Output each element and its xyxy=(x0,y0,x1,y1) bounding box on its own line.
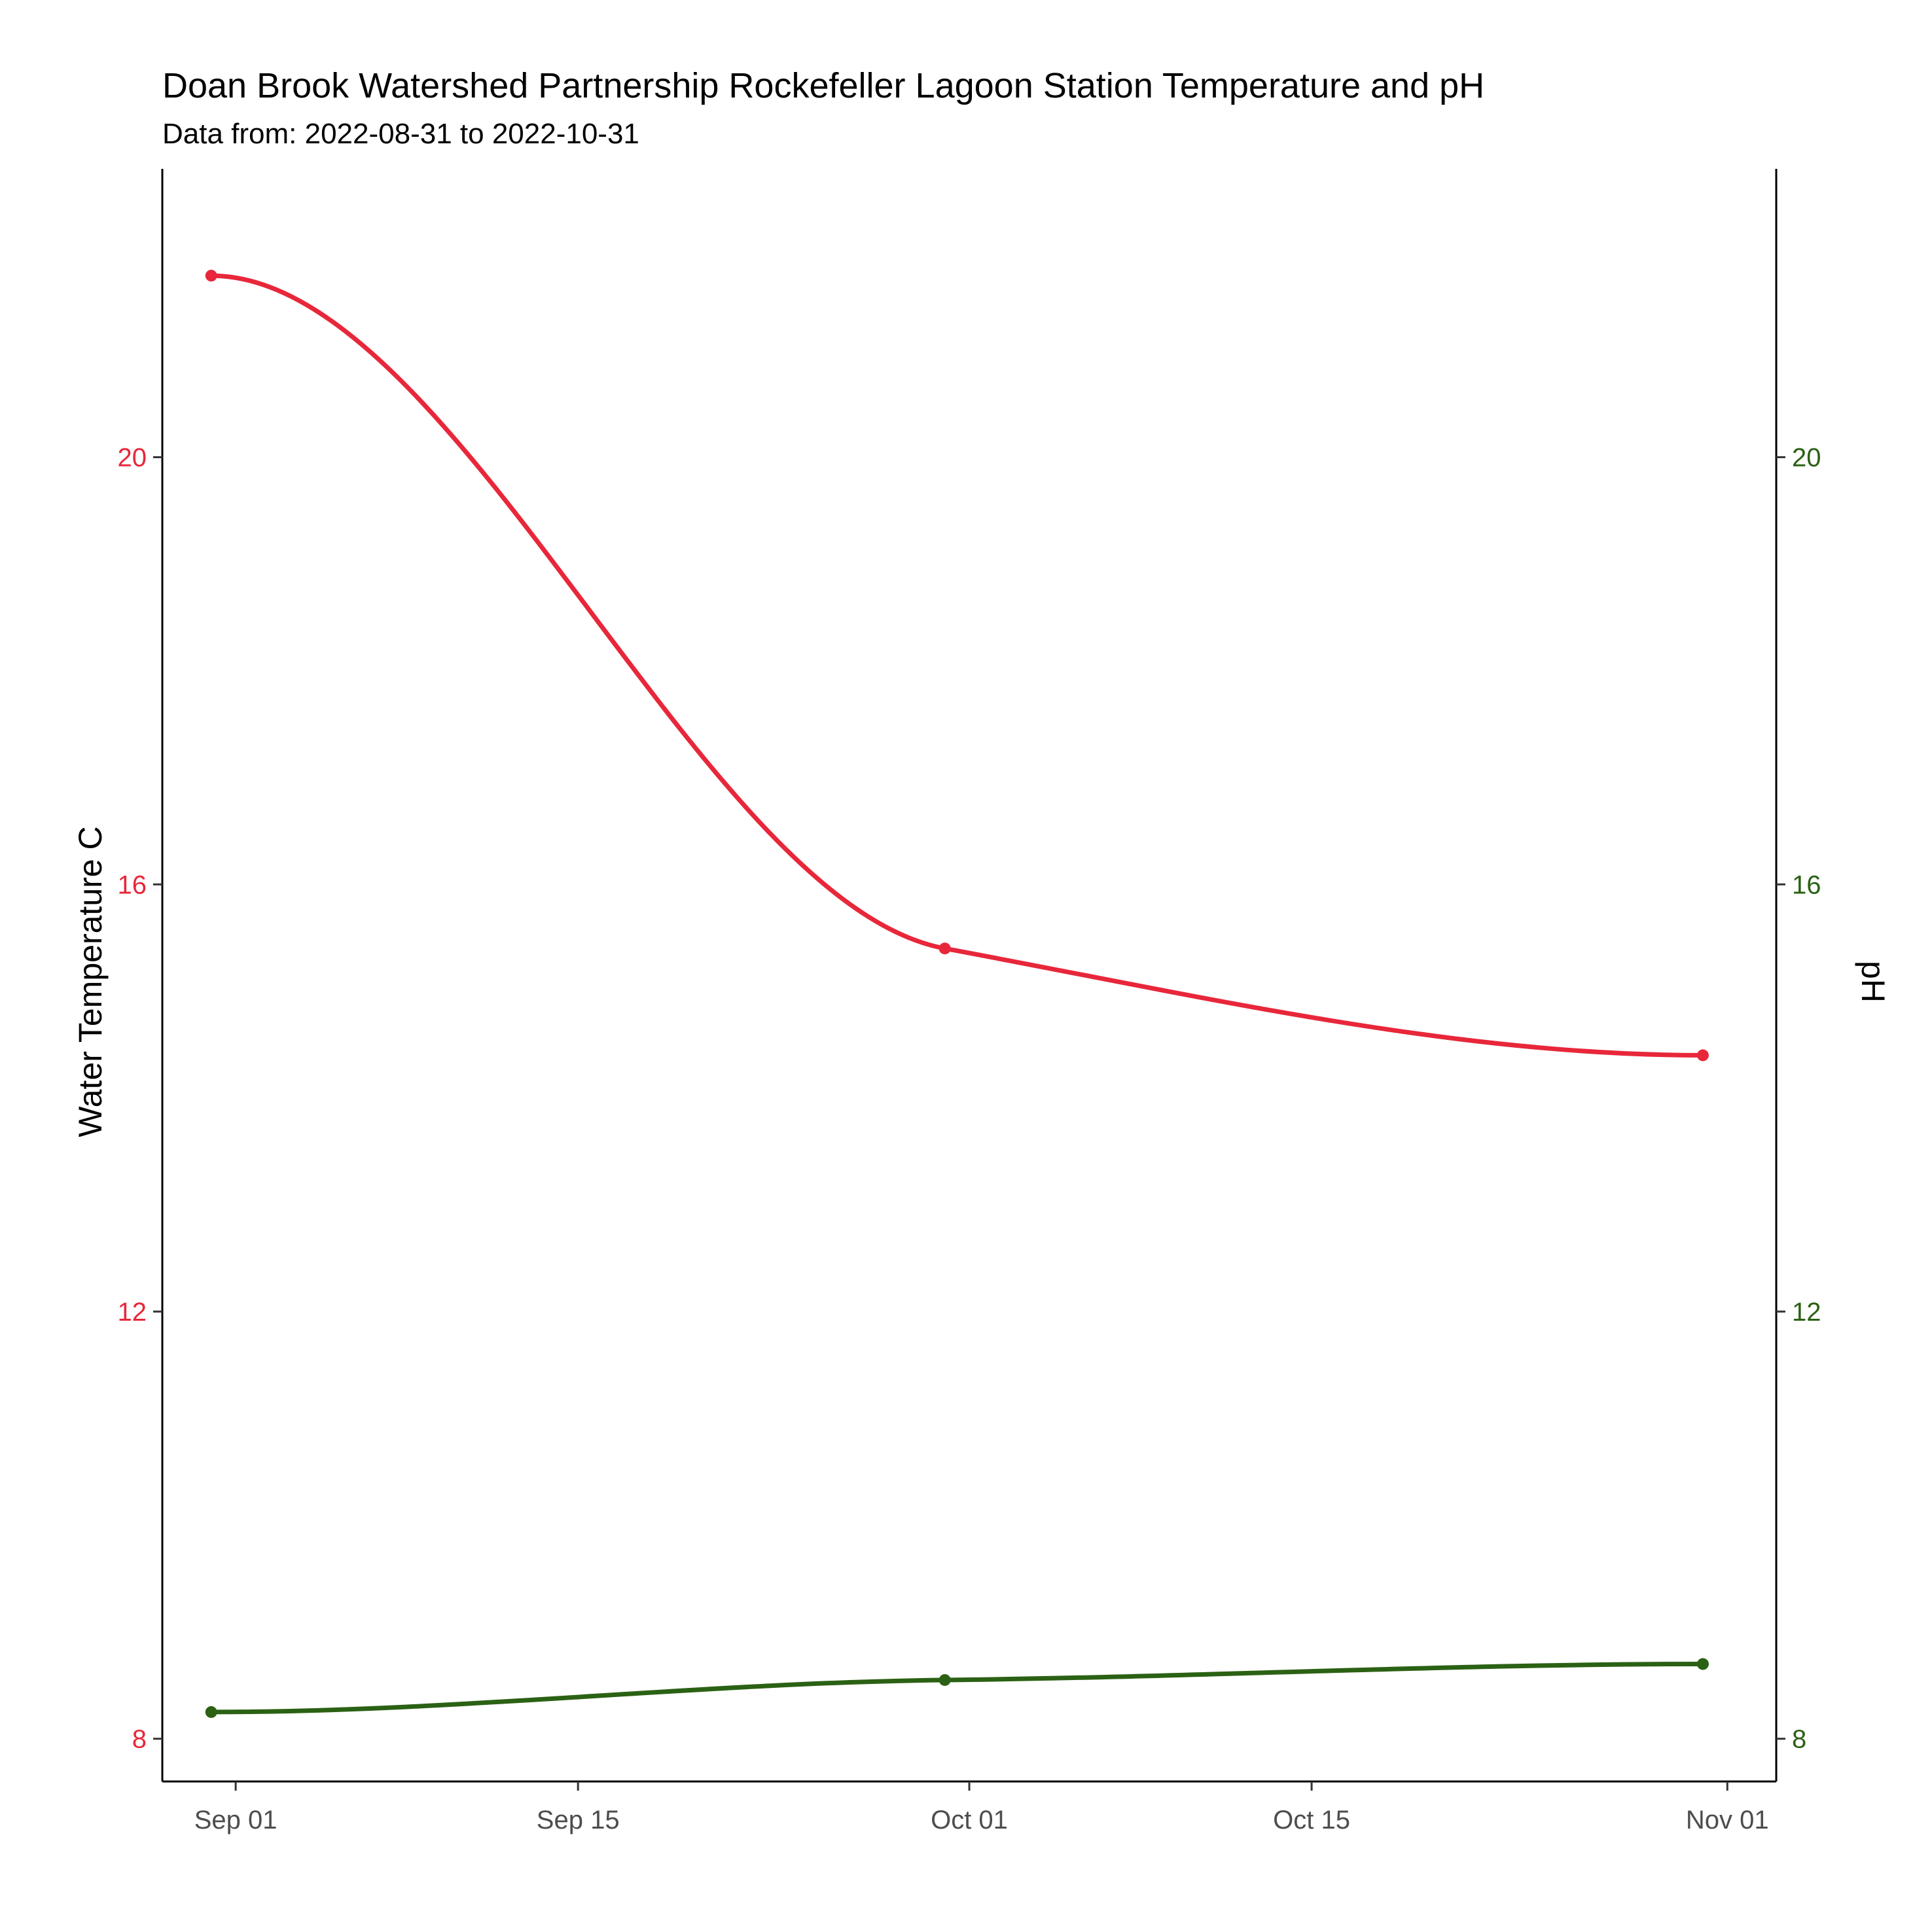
y-left-tick-label: 20 xyxy=(118,444,147,473)
x-tick-label: Sep 01 xyxy=(194,1806,277,1834)
y-right-tick-label: 20 xyxy=(1792,444,1821,473)
temperature-data-point xyxy=(1696,1049,1709,1062)
chart-title: Doan Brook Watershed Partnership Rockefe… xyxy=(162,66,1485,105)
x-tick-label: Oct 01 xyxy=(931,1806,1008,1834)
ph-data-point xyxy=(939,1673,951,1686)
ph-series-line xyxy=(209,1662,1706,1715)
x-tick-label: Sep 15 xyxy=(537,1806,620,1834)
y-right-tick-label: 12 xyxy=(1792,1298,1821,1327)
y-left-tick-label: 16 xyxy=(118,870,147,899)
x-tick-label: Nov 01 xyxy=(1686,1806,1769,1834)
x-tick-label: Oct 15 xyxy=(1273,1806,1350,1834)
chart-subtitle: Data from: 2022-08-31 to 2022-10-31 xyxy=(162,118,639,150)
ph-data-point xyxy=(205,1706,217,1718)
temperature-series-line xyxy=(209,273,1706,1058)
y-left-tick-label: 8 xyxy=(132,1725,147,1754)
temperature-data-point xyxy=(205,270,217,282)
y-right-tick-label: 16 xyxy=(1792,870,1821,899)
ph-data-point xyxy=(1696,1658,1709,1670)
temperature-data-point xyxy=(939,942,951,955)
y-right-tick-label: 8 xyxy=(1792,1725,1806,1754)
y-left-tick-label: 12 xyxy=(118,1298,147,1327)
